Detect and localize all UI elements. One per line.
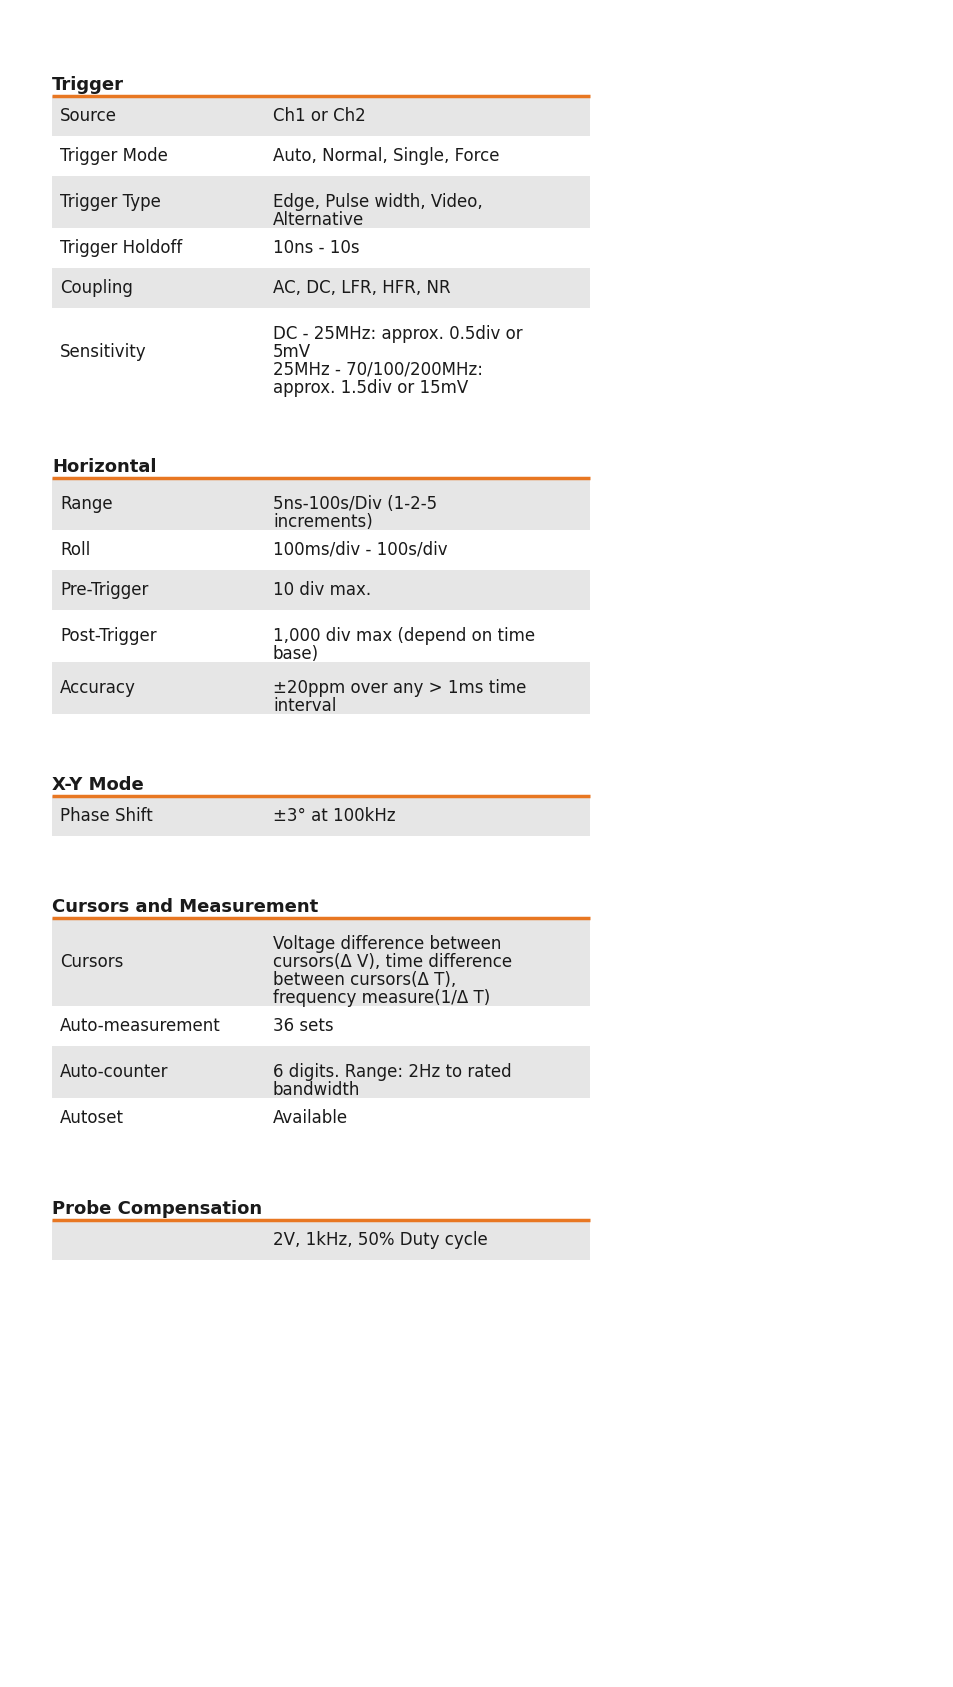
Text: Roll: Roll	[60, 542, 91, 558]
Bar	[52, 570, 589, 611]
Text: Cursors: Cursors	[60, 953, 123, 972]
Text: Trigger: Trigger	[52, 76, 124, 94]
Text: Auto, Normal, Single, Force: Auto, Normal, Single, Force	[273, 147, 499, 165]
Bar	[52, 477, 589, 530]
Bar	[52, 918, 589, 1005]
Text: 5mV: 5mV	[273, 342, 311, 361]
Text: Auto-counter: Auto-counter	[60, 1063, 169, 1081]
Bar	[52, 96, 589, 137]
Text: Trigger Mode: Trigger Mode	[60, 147, 168, 165]
Text: Edge, Pulse width, Video,: Edge, Pulse width, Video,	[273, 192, 482, 211]
Text: increments): increments)	[273, 513, 373, 531]
Text: 2V, 1kHz, 50% Duty cycle: 2V, 1kHz, 50% Duty cycle	[273, 1232, 487, 1248]
Text: Available: Available	[273, 1108, 348, 1127]
Text: ±20ppm over any > 1ms time: ±20ppm over any > 1ms time	[273, 678, 526, 697]
Text: between cursors(Δ T),: between cursors(Δ T),	[273, 970, 456, 989]
Text: approx. 1.5div or 15mV: approx. 1.5div or 15mV	[273, 380, 468, 396]
Text: Probe Compensation: Probe Compensation	[52, 1201, 262, 1218]
Bar	[52, 661, 589, 714]
Text: Phase Shift: Phase Shift	[60, 806, 152, 825]
Text: frequency measure(1/Δ T): frequency measure(1/Δ T)	[273, 989, 490, 1007]
Text: interval: interval	[273, 697, 336, 715]
Text: 5ns-100s/Div (1-2-5: 5ns-100s/Div (1-2-5	[273, 494, 436, 513]
Text: ±3° at 100kHz: ±3° at 100kHz	[273, 806, 395, 825]
Text: Coupling: Coupling	[60, 278, 132, 297]
Bar	[52, 268, 589, 309]
Text: 10ns - 10s: 10ns - 10s	[273, 240, 359, 256]
Text: AC, DC, LFR, HFR, NR: AC, DC, LFR, HFR, NR	[273, 278, 450, 297]
Bar	[52, 175, 589, 228]
Text: Cursors and Measurement: Cursors and Measurement	[52, 899, 318, 916]
Text: Post-Trigger: Post-Trigger	[60, 628, 156, 644]
Text: Trigger Type: Trigger Type	[60, 192, 161, 211]
Text: Accuracy: Accuracy	[60, 678, 135, 697]
Text: X-Y Mode: X-Y Mode	[52, 776, 144, 795]
Text: bandwidth: bandwidth	[273, 1081, 360, 1098]
Bar	[52, 796, 589, 837]
Text: Source: Source	[60, 106, 117, 125]
Text: Range: Range	[60, 494, 112, 513]
Text: Horizontal: Horizontal	[52, 459, 156, 476]
Text: Pre-Trigger: Pre-Trigger	[60, 580, 149, 599]
Text: 25MHz - 70/100/200MHz:: 25MHz - 70/100/200MHz:	[273, 361, 482, 380]
Text: Autoset: Autoset	[60, 1108, 124, 1127]
Text: base): base)	[273, 644, 319, 663]
Text: cursors(Δ V), time difference: cursors(Δ V), time difference	[273, 953, 512, 970]
Text: Ch1 or Ch2: Ch1 or Ch2	[273, 106, 365, 125]
Text: Sensitivity: Sensitivity	[60, 342, 147, 361]
Text: Voltage difference between: Voltage difference between	[273, 935, 501, 953]
Text: DC - 25MHz: approx. 0.5div or: DC - 25MHz: approx. 0.5div or	[273, 326, 522, 342]
Text: 6 digits. Range: 2Hz to rated: 6 digits. Range: 2Hz to rated	[273, 1063, 511, 1081]
Text: 100ms/div - 100s/div: 100ms/div - 100s/div	[273, 542, 447, 558]
Text: Auto-measurement: Auto-measurement	[60, 1017, 220, 1036]
Text: Alternative: Alternative	[273, 211, 364, 229]
Text: Trigger Holdoff: Trigger Holdoff	[60, 240, 182, 256]
Text: 36 sets: 36 sets	[273, 1017, 334, 1036]
Text: 10 div max.: 10 div max.	[273, 580, 371, 599]
Bar	[52, 1220, 589, 1260]
Text: 1,000 div max (depend on time: 1,000 div max (depend on time	[273, 628, 535, 644]
Bar	[52, 1046, 589, 1098]
